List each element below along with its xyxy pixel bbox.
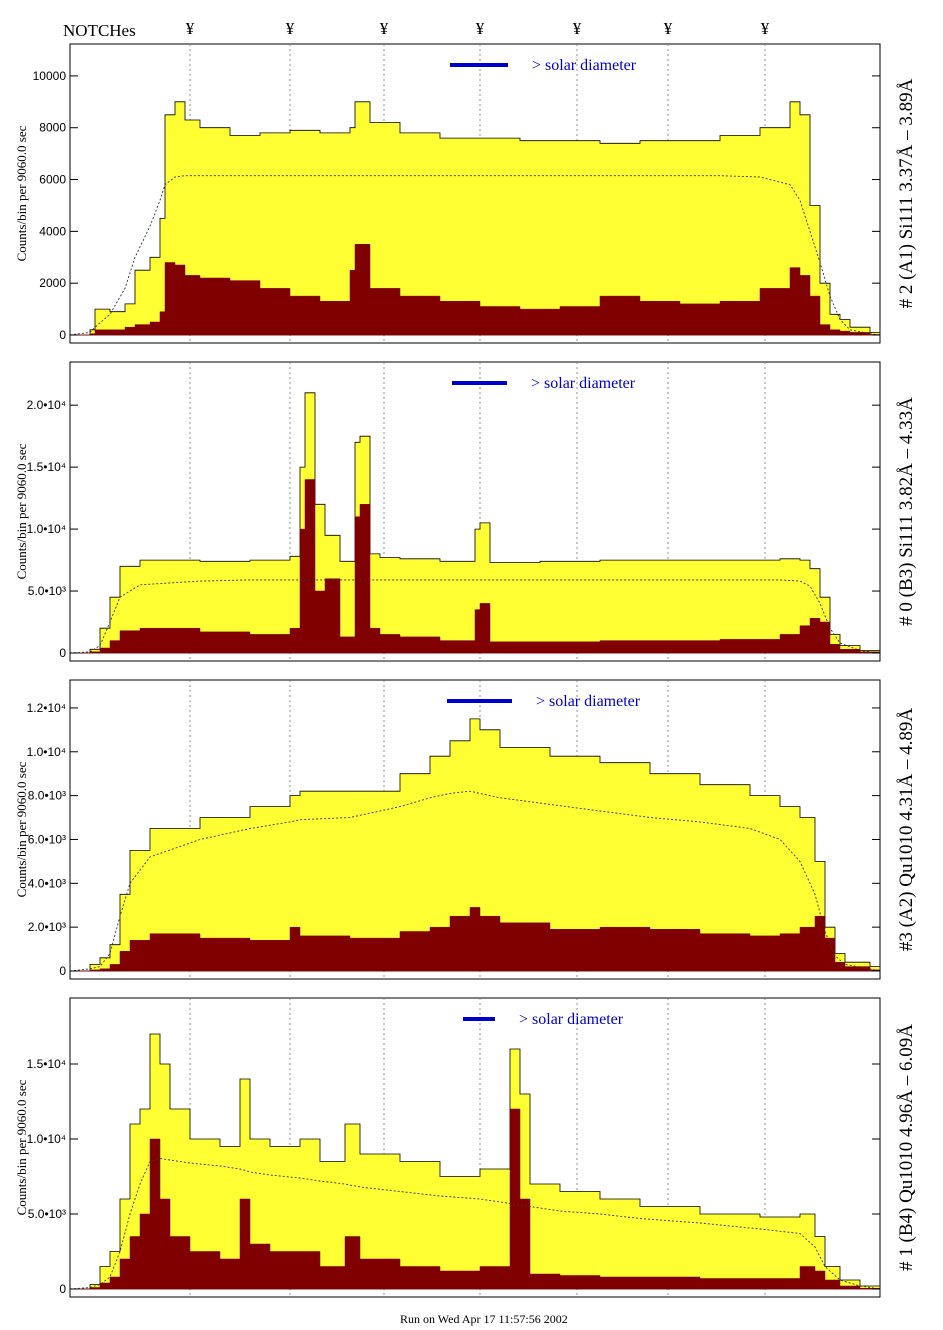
y-tick-label: 1.0•10⁴ xyxy=(27,522,66,536)
panel-p2: 0 2.0•10³ 4.0•10³ 6.0•10³ 8.0•10³ 1.0•10⁴ 1.2•… xyxy=(14,679,917,980)
panel-p1: 0 5.0•10³ 1.0•10⁴ 1.5•10⁴ 2.0•10⁴ Counts/bin … xyxy=(14,361,917,662)
series-model-line xyxy=(69,579,881,654)
notch-marker: ¥ xyxy=(186,19,195,38)
y-tick-label: 2000 xyxy=(39,276,66,290)
panel-right-label: # 1 (B4) Qu1010 4.96Å – 6.09Å xyxy=(896,1024,917,1271)
plot-frame xyxy=(69,361,881,662)
y-tick-label: 0 xyxy=(59,964,66,978)
y-tick-label: 6000 xyxy=(39,173,66,187)
y-tick-label: 5.0•10³ xyxy=(28,1207,66,1221)
solar-diameter-label: > solar diameter xyxy=(519,1011,624,1028)
y-tick-label: 1.5•10⁴ xyxy=(27,460,66,474)
y-tick-label: 1.0•10⁴ xyxy=(27,745,66,759)
plot-frame xyxy=(69,679,881,980)
series-low-area xyxy=(70,907,881,972)
y-axis-label: Counts/bin per 9060.0 sec xyxy=(14,125,29,261)
y-tick-label: 4000 xyxy=(39,224,66,238)
panel-p0: 0 2000 4000 6000 8000 10000 Counts/bin per 906… xyxy=(14,43,917,344)
y-tick-label: 1.0•10⁴ xyxy=(27,1132,66,1146)
y-tick-label: 0 xyxy=(59,328,66,342)
y-axis-label: Counts/bin per 9060.0 sec xyxy=(14,1079,29,1215)
series-total-area xyxy=(70,392,881,654)
series-total-area xyxy=(70,718,881,972)
y-tick-label: 8000 xyxy=(39,121,66,135)
series-model-line xyxy=(69,175,881,336)
series-low-area xyxy=(70,1108,881,1290)
panel-right-label: #3 (A2) Qu1010 4.31Å – 4.89Å xyxy=(896,708,917,952)
notch-marker: ¥ xyxy=(573,19,582,38)
series-low-area xyxy=(70,479,881,654)
solar-diameter-label: > solar diameter xyxy=(532,57,637,74)
y-axis-label: Counts/bin per 9060.0 sec xyxy=(14,443,29,579)
notch-marker: ¥ xyxy=(476,19,485,38)
series-total-area xyxy=(70,1033,881,1290)
run-footer: Run on Wed Apr 17 11:57:56 2002 xyxy=(400,1312,568,1326)
y-tick-label: 0 xyxy=(59,646,66,660)
notch-marker: ¥ xyxy=(761,19,770,38)
y-tick-label: 4.0•10³ xyxy=(28,876,66,890)
solar-diameter-label: > solar diameter xyxy=(531,375,636,392)
solar-diameter-label: > solar diameter xyxy=(536,693,641,710)
y-tick-label: 6.0•10³ xyxy=(28,832,66,846)
notch-marker: ¥ xyxy=(664,19,673,38)
notches-label: NOTCHes xyxy=(63,21,136,40)
y-tick-label: 8.0•10³ xyxy=(28,789,66,803)
panel-right-label: # 0 (B3) Si111 3.82Å – 4.33Å xyxy=(896,397,917,626)
y-tick-label: 5.0•10³ xyxy=(28,584,66,598)
plot-frame xyxy=(69,997,881,1298)
plot-frame xyxy=(69,43,881,344)
notch-marker: ¥ xyxy=(286,19,295,38)
notch-marker: ¥ xyxy=(380,19,389,38)
series-model-line xyxy=(69,790,881,972)
notch-markers: ¥ ¥ ¥ ¥ ¥ ¥ ¥ xyxy=(186,19,770,38)
y-tick-label: 2.0•10³ xyxy=(28,920,66,934)
series-total-area xyxy=(70,101,881,336)
y-tick-label: 10000 xyxy=(33,69,67,83)
y-tick-label: 0 xyxy=(59,1282,66,1296)
panel-p3: 0 5.0•10³ 1.0•10⁴ 1.5•10⁴ Counts/bin per 906… xyxy=(14,997,917,1298)
y-tick-label: 1.5•10⁴ xyxy=(27,1057,66,1071)
y-tick-label: 1.2•10⁴ xyxy=(27,701,66,715)
y-tick-label: 2.0•10⁴ xyxy=(27,398,66,412)
series-low-area xyxy=(70,244,881,336)
panel-right-label: # 2 (A1) Si111 3.37Å – 3.89Å xyxy=(896,78,917,308)
chart-panels: 0 2000 4000 6000 8000 10000 Counts/bin per 906… xyxy=(14,43,917,1298)
y-axis-label: Counts/bin per 9060.0 sec xyxy=(14,761,29,897)
